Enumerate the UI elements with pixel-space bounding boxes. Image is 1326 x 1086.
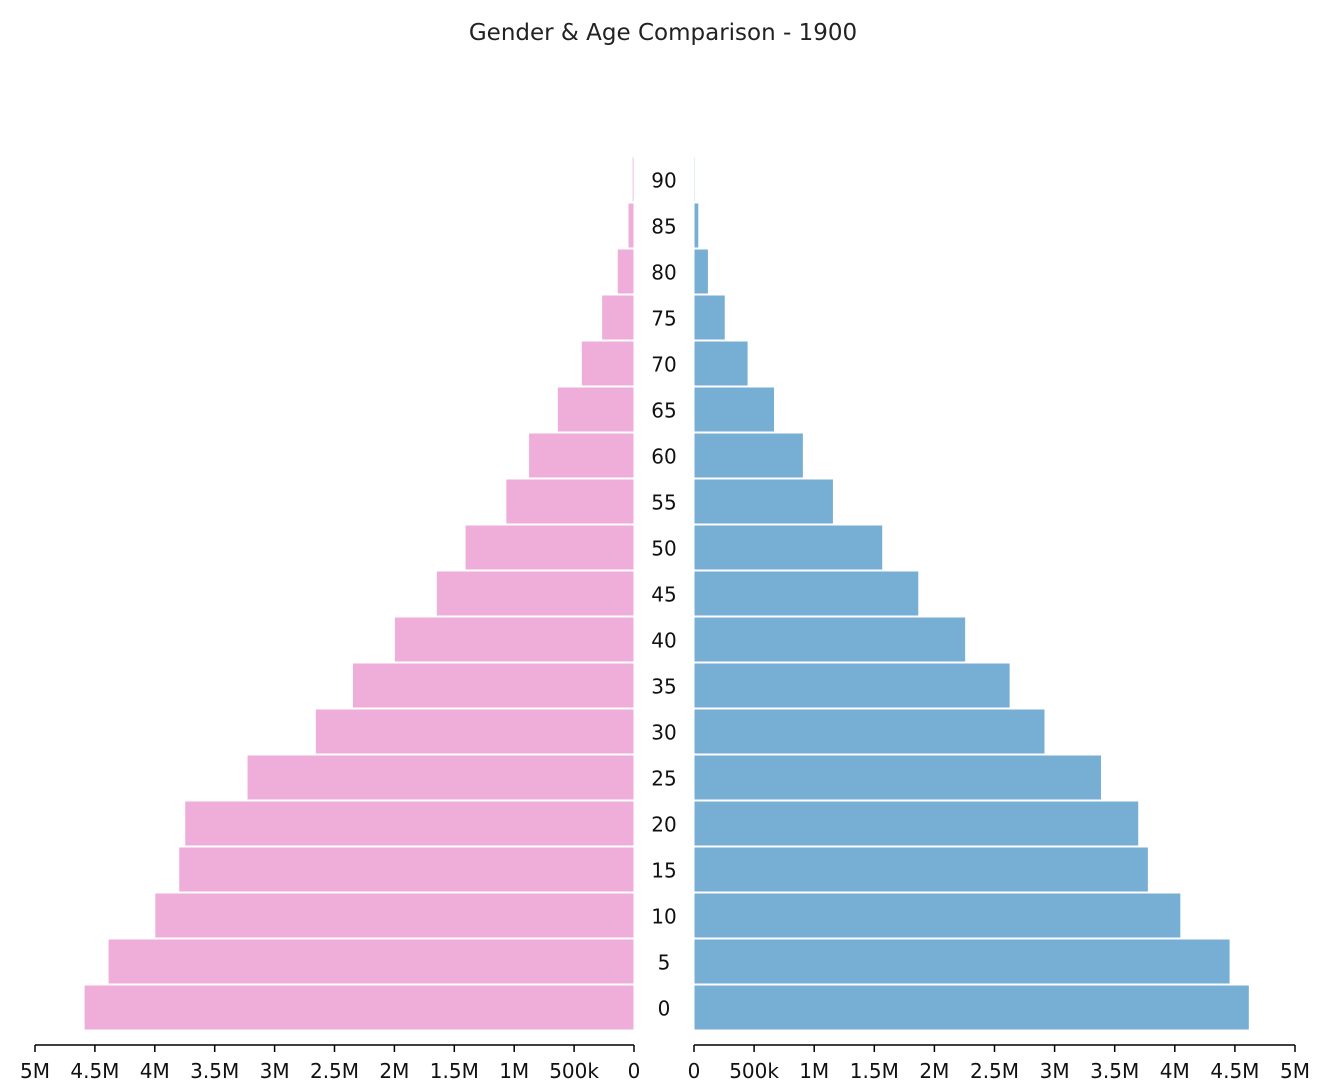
female-bar-age-30	[314, 708, 635, 755]
age-label-55: 55	[651, 491, 676, 515]
age-label-40: 40	[651, 629, 676, 653]
female-bar-age-65	[556, 386, 635, 433]
left-axis-tick-label: 4M	[140, 1059, 170, 1083]
male-bar-age-75	[693, 294, 726, 341]
right-axis-tick-label: 3.5M	[1090, 1059, 1139, 1083]
age-label-5: 5	[658, 951, 671, 975]
right-axis-tick-label: 2.5M	[970, 1059, 1019, 1083]
age-label-85: 85	[651, 215, 676, 239]
female-bar-age-70	[580, 340, 635, 387]
male-bar-age-85	[693, 202, 700, 249]
male-bar-age-20	[693, 800, 1140, 847]
right-axis-tick-label: 4M	[1160, 1059, 1190, 1083]
male-bar-age-30	[693, 708, 1046, 755]
female-bar-age-40	[393, 616, 635, 663]
age-label-35: 35	[651, 675, 676, 699]
right-axis-tick-label: 0	[688, 1059, 701, 1083]
male-bar-age-15	[693, 846, 1149, 893]
left-axis-tick-label: 3.5M	[190, 1059, 239, 1083]
female-bar-age-10	[154, 892, 635, 939]
chart-title: Gender & Age Comparison - 1900	[468, 20, 858, 46]
female-bar-age-35	[351, 662, 635, 709]
age-label-75: 75	[651, 307, 676, 331]
right-axis-tick-label: 5M	[1280, 1059, 1310, 1083]
male-bar-age-55	[693, 478, 834, 525]
female-bar-age-5	[107, 938, 635, 985]
age-label-45: 45	[651, 583, 676, 607]
right-axis-tick-label: 4.5M	[1210, 1059, 1259, 1083]
right-axis-tick-label: 500k	[729, 1059, 779, 1083]
right-axis-tick-label: 1.5M	[850, 1059, 899, 1083]
male-bar-age-70	[693, 340, 749, 387]
age-label-50: 50	[651, 537, 676, 561]
male-bar-age-40	[693, 616, 967, 663]
age-label-10: 10	[651, 905, 676, 929]
right-axis-tick-label: 1M	[799, 1059, 829, 1083]
age-label-90: 90	[651, 169, 676, 193]
male-bar-age-60	[693, 432, 804, 479]
age-label-25: 25	[651, 767, 676, 791]
age-label-60: 60	[651, 445, 676, 469]
male-bar-age-35	[693, 662, 1011, 709]
female-bar-age-0	[83, 984, 635, 1031]
age-label-20: 20	[651, 813, 676, 837]
male-bar-age-80	[693, 248, 709, 295]
female-bar-age-75	[601, 294, 635, 341]
female-bar-age-80	[616, 248, 635, 295]
male-bar-age-0	[693, 984, 1250, 1031]
left-axis-tick-label: 4.5M	[70, 1059, 119, 1083]
female-bar-age-90	[631, 156, 635, 203]
age-label-30: 30	[651, 721, 676, 745]
left-axis-tick-label: 0	[628, 1059, 641, 1083]
left-axis-tick-label: 2M	[379, 1059, 409, 1083]
left-axis-tick-label: 5M	[20, 1059, 50, 1083]
male-bar-age-90	[693, 156, 696, 203]
right-x-axis: 0 500k 1M 1.5M 2M 2.5M 3M 3.5M 4M 4.5M 5M	[688, 1044, 1310, 1083]
left-axis-tick-label: 1M	[499, 1059, 529, 1083]
age-label-80: 80	[651, 261, 676, 285]
right-axis-tick-label: 2M	[919, 1059, 949, 1083]
male-bar-age-45	[693, 570, 920, 617]
left-axis-tick-label: 2.5M	[310, 1059, 359, 1083]
male-bar-age-25	[693, 754, 1102, 801]
male-bar-age-65	[693, 386, 776, 433]
male-bar-age-50	[693, 524, 884, 571]
left-axis-tick-label: 1.5M	[430, 1059, 479, 1083]
age-label-0: 0	[658, 997, 671, 1021]
female-bar-age-15	[178, 846, 635, 893]
male-bar-age-5	[693, 938, 1231, 985]
right-axis-tick-label: 3M	[1040, 1059, 1070, 1083]
left-axis-tick-label: 3M	[260, 1059, 290, 1083]
left-x-axis: 5M 4.5M 4M 3.5M 3M 2.5M 2M 1.5M 1M 500k 0	[20, 1044, 641, 1083]
female-bar-age-50	[464, 524, 635, 571]
age-label-15: 15	[651, 859, 676, 883]
female-bar-age-85	[627, 202, 635, 249]
age-label-65: 65	[651, 399, 676, 423]
age-labels-group: 0 5 10 15 20 25 30 35 40 45 50 55 60 65 70 75 80 85 90	[651, 169, 676, 1021]
female-bar-age-60	[528, 432, 635, 479]
female-bar-age-55	[505, 478, 635, 525]
age-label-70: 70	[651, 353, 676, 377]
male-bars-group	[693, 156, 1250, 1031]
female-bar-age-45	[435, 570, 635, 617]
left-axis-tick-label: 500k	[549, 1059, 599, 1083]
male-bar-age-10	[693, 892, 1182, 939]
female-bar-age-25	[246, 754, 635, 801]
female-bar-age-20	[184, 800, 635, 847]
female-bars-group	[83, 156, 635, 1031]
